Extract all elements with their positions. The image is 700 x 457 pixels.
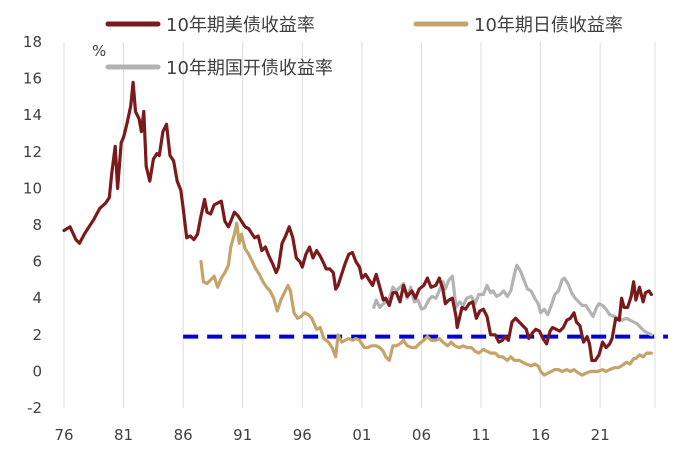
- y-tick-label: 14: [23, 106, 42, 124]
- y-tick-label: 6: [32, 253, 42, 271]
- legend-label-1: 10年期日债收益率: [474, 15, 623, 36]
- x-tick-label: 06: [412, 426, 431, 444]
- x-tick-label: 81: [114, 426, 133, 444]
- x-tick-label: 01: [352, 426, 371, 444]
- y-tick-label: 0: [32, 362, 42, 380]
- legend-label-0: 10年期美债收益率: [166, 15, 315, 36]
- legend: 10年期美债收益率 10年期日债收益率 10年期国开债收益率: [105, 15, 623, 79]
- series-line-1: [199, 221, 653, 377]
- y-tick-label: 2: [32, 326, 42, 344]
- x-tick-label: 11: [471, 426, 490, 444]
- y-tick-label: 16: [23, 70, 42, 88]
- x-tick-label: 21: [591, 426, 610, 444]
- y-tick-label: -2: [27, 399, 42, 417]
- unit-label: %: [92, 42, 106, 60]
- x-tick-label: 91: [233, 426, 252, 444]
- series-line-0: [62, 80, 653, 362]
- x-tick-label: 76: [54, 426, 73, 444]
- y-tick-label: 18: [23, 33, 42, 51]
- x-tick-label: 86: [174, 426, 193, 444]
- y-tick-label: 8: [32, 216, 42, 234]
- y-tick-label: 4: [32, 289, 42, 307]
- y-tick-label: 10: [23, 179, 42, 197]
- x-axis: 76 81 86 91 96 01 06 11 16 21: [54, 426, 609, 444]
- vertical-gridlines: [63, 42, 656, 408]
- series-lines: [62, 80, 653, 377]
- y-axis: -2 0 2 4 6 8 10 12 14 16 18: [23, 33, 42, 417]
- x-tick-label: 96: [293, 426, 312, 444]
- x-tick-label: 16: [531, 426, 550, 444]
- series-line-2: [372, 263, 653, 337]
- y-tick-label: 12: [23, 143, 42, 161]
- legend-label-2: 10年期国开债收益率: [166, 58, 333, 79]
